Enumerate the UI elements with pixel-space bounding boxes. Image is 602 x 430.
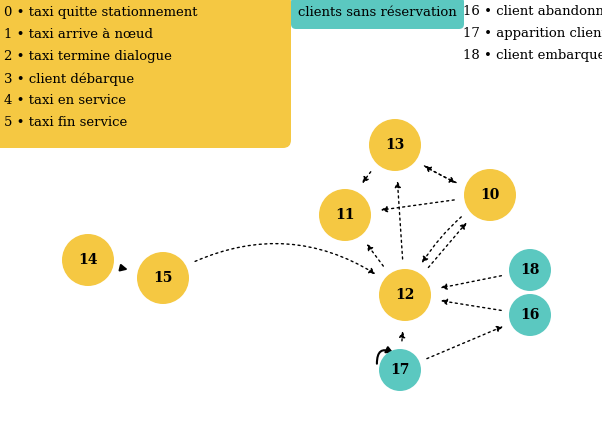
Text: 18 • client embarque: 18 • client embarque [463, 49, 602, 62]
Text: 14: 14 [78, 253, 98, 267]
Circle shape [509, 249, 551, 291]
Text: 0 • taxi quitte stationnement: 0 • taxi quitte stationnement [4, 6, 197, 19]
Text: 10: 10 [480, 188, 500, 202]
Text: 16: 16 [520, 308, 539, 322]
Text: clients sans réservation: clients sans réservation [298, 6, 457, 19]
Text: 18: 18 [520, 263, 539, 277]
Text: 11: 11 [335, 208, 355, 222]
Text: 5 • taxi fin service: 5 • taxi fin service [4, 116, 127, 129]
Circle shape [137, 252, 189, 304]
Text: 1 • taxi arrive à nœud: 1 • taxi arrive à nœud [4, 28, 153, 41]
Circle shape [379, 269, 431, 321]
Text: 16 • client abandonne: 16 • client abandonne [463, 5, 602, 18]
Circle shape [464, 169, 516, 221]
Text: 15: 15 [154, 271, 173, 285]
Text: 17 • apparition client: 17 • apparition client [463, 27, 602, 40]
Circle shape [509, 294, 551, 336]
FancyBboxPatch shape [0, 0, 291, 148]
Text: 2 • taxi termine dialogue: 2 • taxi termine dialogue [4, 50, 172, 63]
Circle shape [379, 349, 421, 391]
Text: 17: 17 [390, 363, 410, 377]
Circle shape [319, 189, 371, 241]
FancyBboxPatch shape [291, 0, 464, 29]
Circle shape [369, 119, 421, 171]
Text: 12: 12 [396, 288, 415, 302]
Text: 4 • taxi en service: 4 • taxi en service [4, 94, 126, 107]
Text: 13: 13 [385, 138, 405, 152]
Circle shape [62, 234, 114, 286]
Text: 3 • client débarque: 3 • client débarque [4, 72, 134, 86]
